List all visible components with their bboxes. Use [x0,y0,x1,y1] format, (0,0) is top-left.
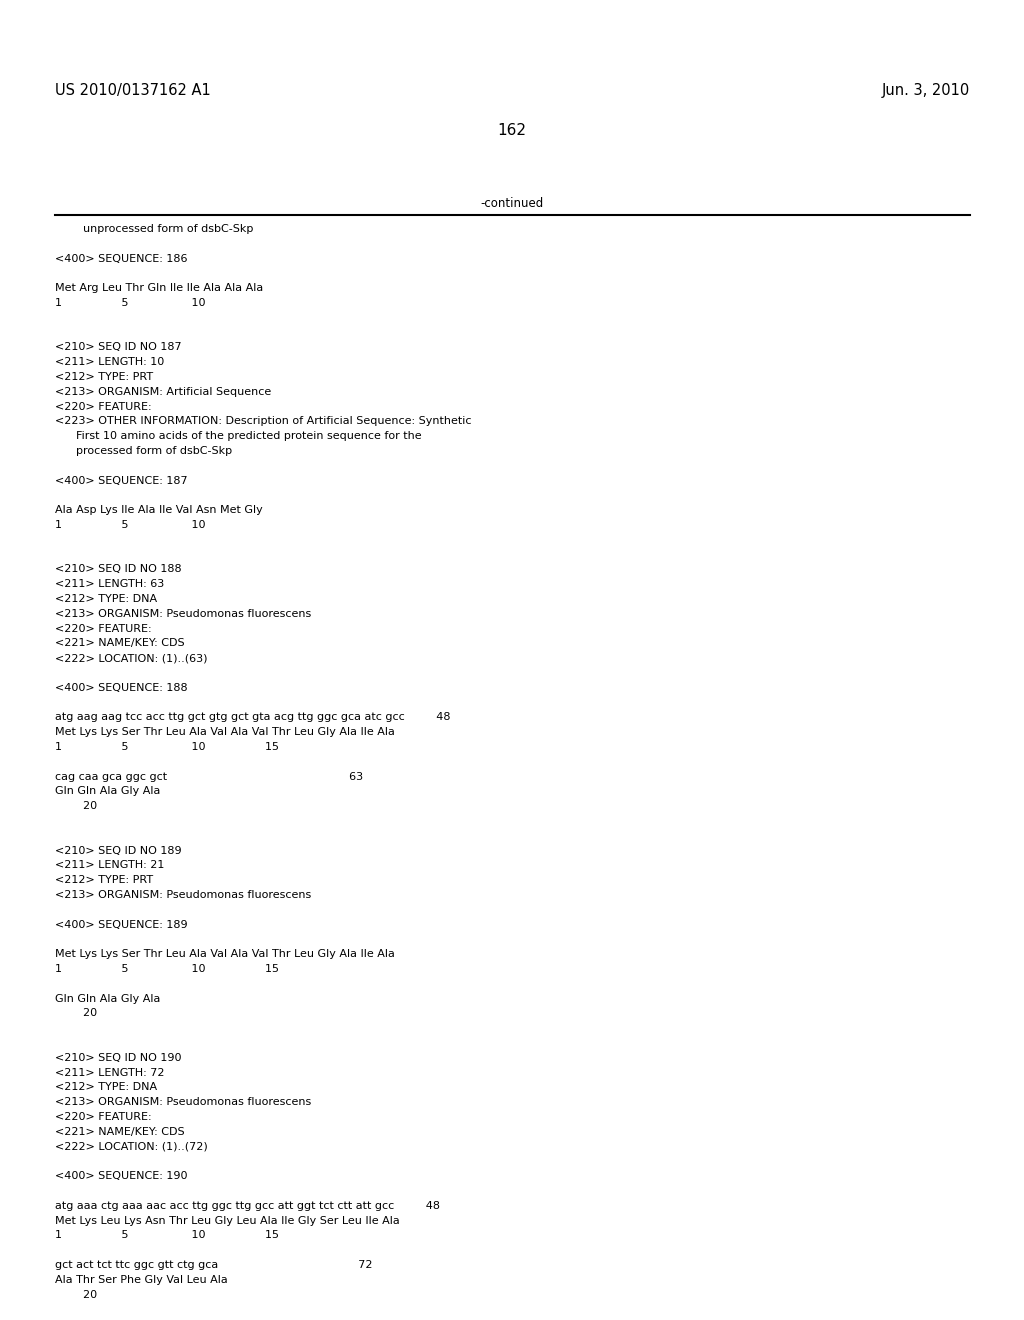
Text: Met Lys Lys Ser Thr Leu Ala Val Ala Val Thr Leu Gly Ala Ile Ala: Met Lys Lys Ser Thr Leu Ala Val Ala Val … [55,949,395,960]
Text: <213> ORGANISM: Artificial Sequence: <213> ORGANISM: Artificial Sequence [55,387,271,397]
Text: Met Lys Leu Lys Asn Thr Leu Gly Leu Ala Ile Gly Ser Leu Ile Ala: Met Lys Leu Lys Asn Thr Leu Gly Leu Ala … [55,1216,399,1225]
Text: 20: 20 [55,1290,97,1300]
Text: <221> NAME/KEY: CDS: <221> NAME/KEY: CDS [55,1127,184,1137]
Text: <213> ORGANISM: Pseudomonas fluorescens: <213> ORGANISM: Pseudomonas fluorescens [55,609,311,619]
Text: <213> ORGANISM: Pseudomonas fluorescens: <213> ORGANISM: Pseudomonas fluorescens [55,890,311,900]
Text: cag caa gca ggc gct                                                    63: cag caa gca ggc gct 63 [55,772,364,781]
Text: <211> LENGTH: 63: <211> LENGTH: 63 [55,579,164,589]
Text: <220> FEATURE:: <220> FEATURE: [55,623,152,634]
Text: <210> SEQ ID NO 187: <210> SEQ ID NO 187 [55,342,181,352]
Text: <210> SEQ ID NO 188: <210> SEQ ID NO 188 [55,565,181,574]
Text: gct act tct ttc ggc gtt ctg gca                                        72: gct act tct ttc ggc gtt ctg gca 72 [55,1261,373,1270]
Text: <400> SEQUENCE: 186: <400> SEQUENCE: 186 [55,253,187,264]
Text: 1                 5                  10                 15: 1 5 10 15 [55,964,279,974]
Text: <212> TYPE: PRT: <212> TYPE: PRT [55,875,154,886]
Text: Ala Thr Ser Phe Gly Val Leu Ala: Ala Thr Ser Phe Gly Val Leu Ala [55,1275,227,1284]
Text: First 10 amino acids of the predicted protein sequence for the: First 10 amino acids of the predicted pr… [55,432,422,441]
Text: 1                 5                  10                 15: 1 5 10 15 [55,1230,279,1241]
Text: <210> SEQ ID NO 189: <210> SEQ ID NO 189 [55,846,181,855]
Text: <211> LENGTH: 21: <211> LENGTH: 21 [55,861,165,870]
Text: 1                 5                  10                 15: 1 5 10 15 [55,742,279,752]
Text: 1                 5                  10: 1 5 10 [55,298,206,308]
Text: processed form of dsbC-Skp: processed form of dsbC-Skp [55,446,232,455]
Text: atg aag aag tcc acc ttg gct gtg gct gta acg ttg ggc gca atc gcc         48: atg aag aag tcc acc ttg gct gtg gct gta … [55,713,451,722]
Text: <213> ORGANISM: Pseudomonas fluorescens: <213> ORGANISM: Pseudomonas fluorescens [55,1097,311,1107]
Text: <210> SEQ ID NO 190: <210> SEQ ID NO 190 [55,1053,181,1063]
Text: <400> SEQUENCE: 189: <400> SEQUENCE: 189 [55,920,187,929]
Text: <400> SEQUENCE: 190: <400> SEQUENCE: 190 [55,1171,187,1181]
Text: <223> OTHER INFORMATION: Description of Artificial Sequence: Synthetic: <223> OTHER INFORMATION: Description of … [55,416,471,426]
Text: <222> LOCATION: (1)..(72): <222> LOCATION: (1)..(72) [55,1142,208,1151]
Text: Gln Gln Ala Gly Ala: Gln Gln Ala Gly Ala [55,994,161,1003]
Text: 1                 5                  10: 1 5 10 [55,520,206,531]
Text: <222> LOCATION: (1)..(63): <222> LOCATION: (1)..(63) [55,653,208,663]
Text: -continued: -continued [480,197,544,210]
Text: 20: 20 [55,1008,97,1019]
Text: <212> TYPE: DNA: <212> TYPE: DNA [55,1082,157,1093]
Text: <400> SEQUENCE: 187: <400> SEQUENCE: 187 [55,475,187,486]
Text: 20: 20 [55,801,97,812]
Text: <400> SEQUENCE: 188: <400> SEQUENCE: 188 [55,682,187,693]
Text: <220> FEATURE:: <220> FEATURE: [55,1111,152,1122]
Text: <212> TYPE: DNA: <212> TYPE: DNA [55,594,157,605]
Text: US 2010/0137162 A1: US 2010/0137162 A1 [55,83,211,98]
Text: Jun. 3, 2010: Jun. 3, 2010 [882,83,970,98]
Text: <211> LENGTH: 72: <211> LENGTH: 72 [55,1068,165,1077]
Text: Ala Asp Lys Ile Ala Ile Val Asn Met Gly: Ala Asp Lys Ile Ala Ile Val Asn Met Gly [55,506,263,515]
Text: Met Lys Lys Ser Thr Leu Ala Val Ala Val Thr Leu Gly Ala Ile Ala: Met Lys Lys Ser Thr Leu Ala Val Ala Val … [55,727,395,737]
Text: Gln Gln Ala Gly Ala: Gln Gln Ala Gly Ala [55,787,161,796]
Text: <220> FEATURE:: <220> FEATURE: [55,401,152,412]
Text: <211> LENGTH: 10: <211> LENGTH: 10 [55,358,164,367]
Text: <212> TYPE: PRT: <212> TYPE: PRT [55,372,154,381]
Text: <221> NAME/KEY: CDS: <221> NAME/KEY: CDS [55,639,184,648]
Text: 162: 162 [498,123,526,139]
Text: atg aaa ctg aaa aac acc ttg ggc ttg gcc att ggt tct ctt att gcc         48: atg aaa ctg aaa aac acc ttg ggc ttg gcc … [55,1201,440,1210]
Text: Met Arg Leu Thr Gln Ile Ile Ala Ala Ala: Met Arg Leu Thr Gln Ile Ile Ala Ala Ala [55,284,263,293]
Text: unprocessed form of dsbC-Skp: unprocessed form of dsbC-Skp [55,224,253,234]
